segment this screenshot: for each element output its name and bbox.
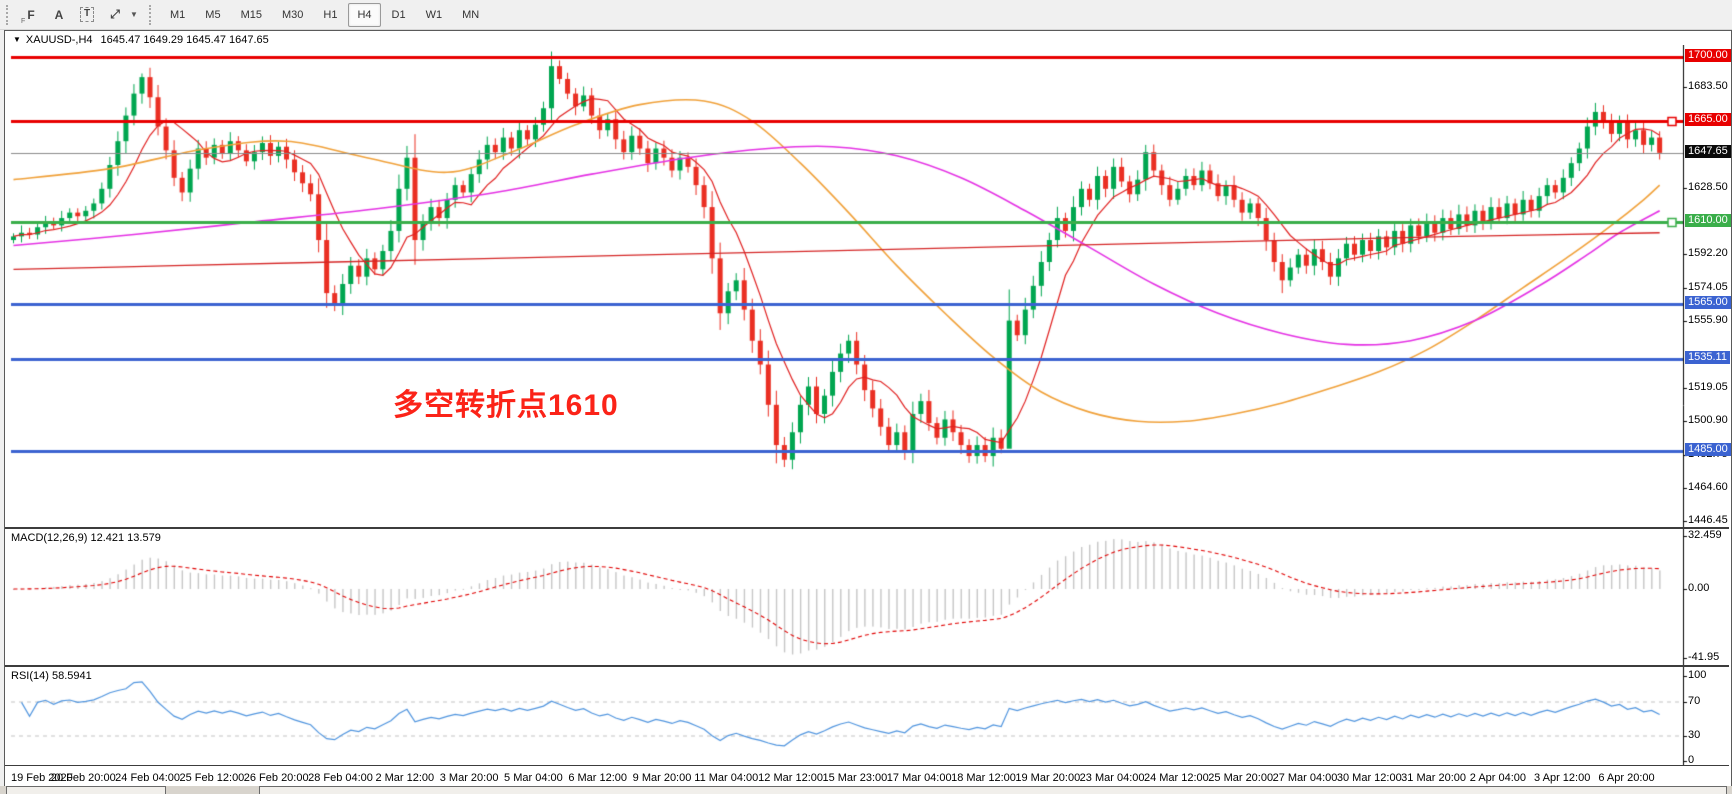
macd-panel-separator[interactable] [5, 527, 1729, 529]
toolbar-grip[interactable] [6, 4, 13, 25]
timeframe-button-m15[interactable]: M15 [240, 8, 262, 21]
price-axis-tick: 1464.60 [1688, 480, 1728, 493]
price-axis-tick: 1628.50 [1688, 180, 1728, 193]
time-axis-label: 11 Mar 04:00 [694, 772, 759, 784]
macd-axis-tick: 0.00 [1688, 582, 1710, 594]
time-axis-label: 15 Mar 23:00 [822, 772, 888, 784]
timeframe-button-w1[interactable]: W1 [425, 8, 443, 21]
timeframe-button-mn[interactable]: MN [462, 8, 480, 21]
timeframe-button-m1[interactable]: M1 [170, 8, 186, 21]
price-axis-tick: 1555.90 [1688, 313, 1728, 326]
chart-canvas[interactable] [5, 45, 1729, 766]
time-axis-label: 3 Mar 20:00 [439, 772, 499, 784]
macd-axis-tick: 32.459 [1688, 528, 1722, 541]
price-level-badge: 1565.00 [1685, 296, 1731, 310]
price-axis-tick: 1500.90 [1688, 414, 1728, 427]
time-axis-label: 19 Mar 20:00 [1015, 772, 1081, 784]
label-tool-button[interactable]: T [74, 3, 100, 27]
minimized-chart-window[interactable] [6, 786, 166, 794]
symbol-ohlc-values: 1645.47 1649.29 1645.47 1647.65 [100, 33, 269, 46]
timeframe-group: M1 M5 M15 M30 H1 H4 D1 W1 MN [143, 1, 493, 29]
time-axis-label: 3 Apr 12:00 [1534, 772, 1591, 784]
time-axis-label: 17 Mar 04:00 [886, 772, 952, 784]
timeframe-button-h4[interactable]: H4 [348, 2, 381, 27]
symbol-dropdown-caret-icon[interactable]: ▼ [13, 35, 21, 44]
time-axis-label: 26 Feb 20:00 [243, 772, 309, 784]
price-level-badge: 1535.11 [1685, 350, 1730, 364]
time-axis-label: 5 Mar 04:00 [504, 772, 563, 784]
rsi-panel-separator[interactable] [5, 665, 1729, 667]
time-axis-label: 24 Feb 04:00 [115, 772, 181, 784]
time-axis-label: 25 Mar 20:00 [1208, 772, 1274, 784]
time-axis-label: 6 Mar 12:00 [568, 772, 628, 784]
toolbar-grip[interactable] [149, 4, 156, 25]
price-axis-tick: 1446.45 [1688, 514, 1728, 527]
drawing-tools-group: F F A T ⤢ ▼ [0, 1, 143, 29]
fibonacci-tool-icon: F [27, 7, 35, 22]
time-axis-label: 2 Mar 12:00 [375, 772, 435, 784]
drawing-tools: F F A T ⤢ ▼ [17, 3, 139, 27]
time-axis-label: 2 Apr 04:00 [1469, 772, 1527, 784]
time-axis-line [5, 765, 1729, 766]
chart-window: ▼ XAUUSD-,H4 1645.47 1649.29 1645.47 164… [4, 30, 1732, 788]
time-axis-label: 30 Mar 12:00 [1336, 772, 1402, 784]
time-axis-label: 6 Apr 20:00 [1598, 772, 1655, 784]
time-axis-label: 23 Mar 04:00 [1079, 772, 1145, 784]
macd-axis-tick: -41.95 [1688, 650, 1720, 663]
price-axis-tick: 1683.50 [1688, 80, 1728, 93]
timeframe-buttons: M1 M5 M15 M30 H1 H4 D1 W1 MN [160, 2, 489, 27]
rsi-axis-tick: 30 [1688, 728, 1701, 741]
price-level-badge: 1485.00 [1685, 442, 1731, 456]
time-axis-label: 18 Mar 12:00 [951, 772, 1016, 784]
price-level-badge: 1665.00 [1685, 113, 1731, 127]
macd-indicator-label: MACD(12,26,9) 12.421 13.579 [11, 532, 161, 544]
top-toolbar: F F A T ⤢ ▼ M1 M5 M15 M30 H1 H4 D1 W1 MN [0, 0, 1732, 30]
current-price-badge: 1647.65 [1685, 144, 1731, 158]
timeframe-button-m5[interactable]: M5 [205, 8, 221, 21]
label-tool-icon: T [79, 7, 95, 22]
time-axis-label: 27 Mar 04:00 [1272, 772, 1338, 784]
arrows-tool-icon: ⤢ [110, 7, 120, 21]
time-axis-label: 31 Mar 20:00 [1401, 772, 1467, 784]
timeframe-button-h1[interactable]: H1 [323, 8, 338, 21]
rsi-indicator-label: RSI(14) 58.5941 [11, 670, 92, 682]
arrows-dropdown-caret-icon[interactable]: ▼ [130, 10, 138, 19]
price-level-badge: 1610.00 [1685, 213, 1731, 227]
time-axis-label: 28 Feb 04:00 [308, 772, 373, 784]
rsi-axis-tick: 100 [1688, 669, 1707, 681]
minimized-chart-window[interactable] [259, 786, 1727, 794]
price-level-badge: 1700.00 [1685, 49, 1731, 62]
timeframe-button-m30[interactable]: M30 [281, 8, 304, 21]
rsi-axis-tick: 70 [1688, 694, 1701, 707]
time-axis-label: 20 Feb 20:00 [50, 772, 116, 784]
f-submark: F [21, 17, 26, 25]
text-tool-icon: A [54, 7, 64, 22]
time-axis-label: 24 Mar 12:00 [1143, 772, 1209, 784]
time-axis-label: 19 Feb 2020 [11, 772, 73, 784]
arrows-tool-button[interactable]: ⤢ [102, 3, 128, 27]
time-axis-label: 9 Mar 20:00 [632, 772, 692, 784]
price-axis-tick: 1519.05 [1688, 381, 1728, 394]
price-axis-tick: 1574.05 [1688, 280, 1728, 293]
time-axis-label: 12 Mar 12:00 [758, 772, 824, 784]
time-axis-label: 25 Feb 12:00 [179, 772, 245, 784]
text-tool-button[interactable]: A [46, 3, 72, 27]
symbol-title: XAUUSD-,H4 [25, 33, 93, 46]
chart-text-annotation[interactable]: 多空转折点1610 [393, 389, 619, 422]
symbol-bar: ▼ XAUUSD-,H4 1645.47 1649.29 1645.47 164… [13, 33, 269, 46]
rsi-axis-tick: 0 [1688, 754, 1695, 766]
timeframe-button-d1[interactable]: D1 [391, 8, 406, 21]
price-axis-tick: 1592.20 [1688, 247, 1728, 260]
minimized-windows-strip [0, 786, 1732, 794]
